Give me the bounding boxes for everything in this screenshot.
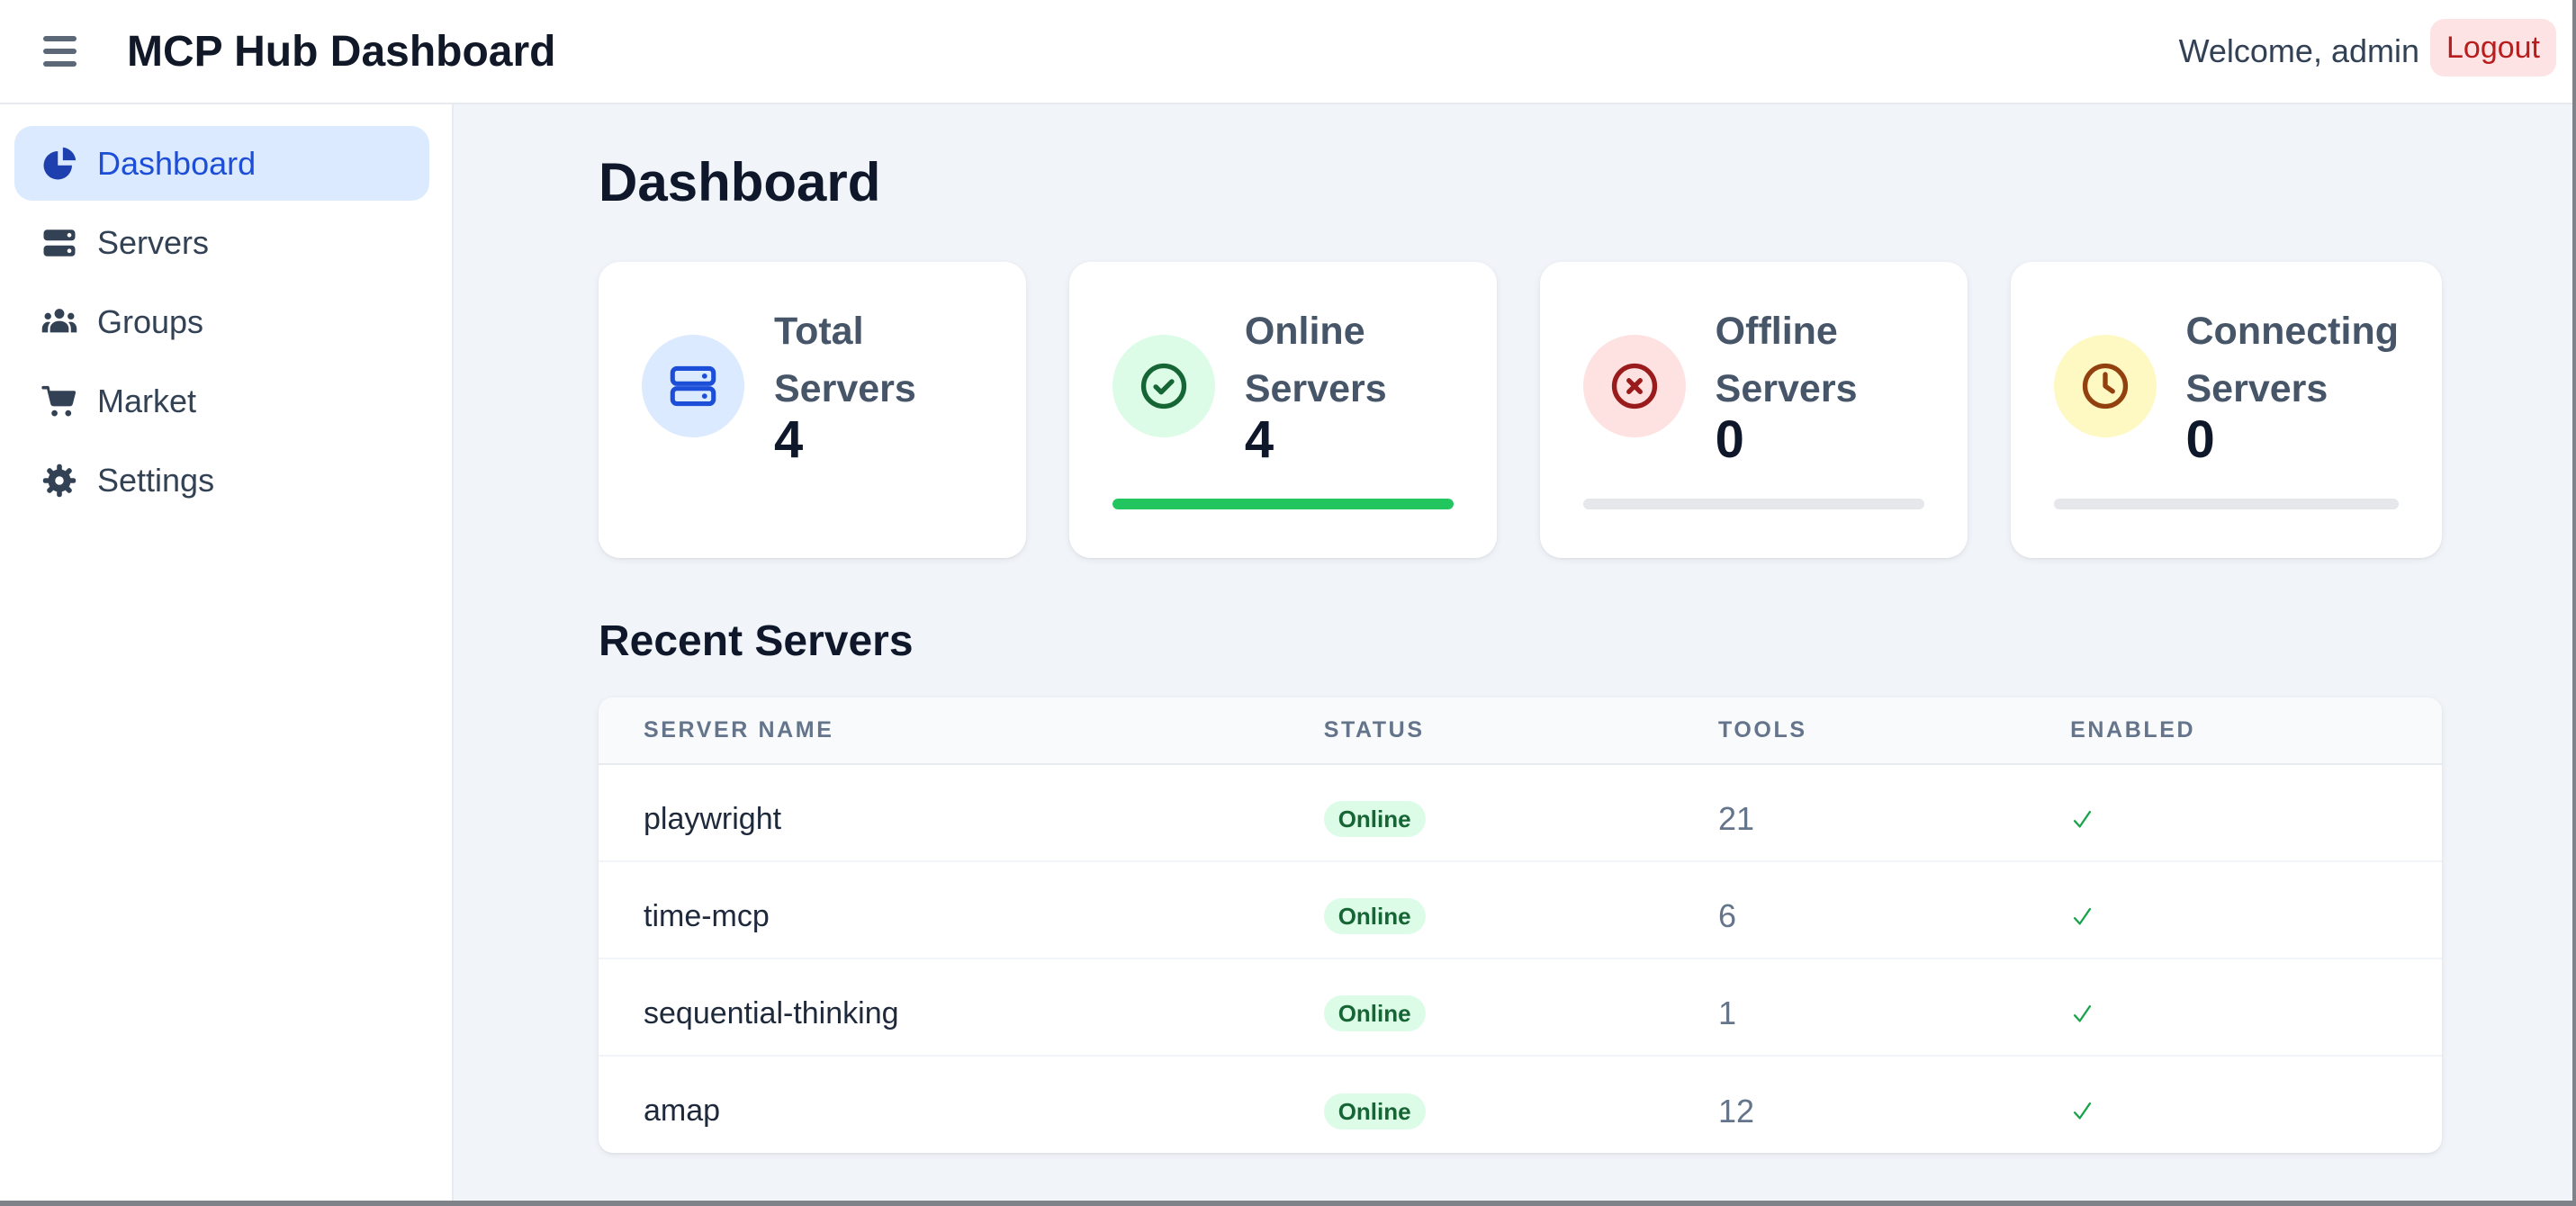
page-title: Dashboard	[599, 152, 881, 212]
stat-label: Offline Servers	[1715, 310, 1858, 410]
column-header-server-name: SERVER NAME	[599, 698, 1279, 765]
sidebar: Dashboard Servers Groups Market Settings	[0, 104, 454, 1206]
table-row[interactable]: amap Online 12	[599, 1055, 2442, 1153]
tools-count-cell: 6	[1717, 897, 1736, 934]
recent-servers-table-card: SERVER NAME STATUS TOOLS ENABLED playwright…	[599, 698, 2442, 1153]
sidebar-item-label: Servers	[97, 223, 210, 261]
stat-progress-track	[1112, 499, 1454, 509]
enabled-check-icon	[2070, 807, 2442, 832]
recent-servers-title: Recent Servers	[599, 617, 914, 665]
main-area: Dashboard Total Servers 4 Online Servers…	[454, 104, 2576, 1206]
stat-card: Offline Servers 0	[1539, 262, 1968, 558]
stat-value: 0	[1715, 410, 1744, 469]
sidebar-item-label: Dashboard	[97, 144, 257, 182]
stat-value: 4	[774, 410, 804, 469]
stat-progress-fill	[1112, 499, 1454, 509]
stat-card: Online Servers 4	[1068, 262, 1497, 558]
stats-grid: Total Servers 4 Online Servers 4 Offline…	[599, 262, 2442, 558]
stat-label: Online Servers	[1244, 310, 1387, 410]
stat-value: 4	[1244, 410, 1274, 469]
stat-value: 0	[2185, 410, 2215, 469]
window-bottom-edge	[0, 1201, 2576, 1206]
table-row[interactable]: sequential-thinking Online 1	[599, 958, 2442, 1056]
logout-button[interactable]: Logout	[2430, 18, 2556, 76]
status-badge: Online	[1323, 1093, 1426, 1130]
app-title: MCP Hub Dashboard	[127, 27, 556, 76]
cart-icon	[40, 383, 79, 419]
circle-check-icon-circle	[1112, 334, 1215, 437]
sidebar-item-dashboard[interactable]: Dashboard	[14, 126, 429, 201]
sidebar-item-label: Groups	[97, 302, 204, 340]
sidebar-item-settings[interactable]: Settings	[14, 443, 429, 518]
table-header-row: SERVER NAME STATUS TOOLS ENABLED	[599, 698, 2442, 765]
stat-card: Total Servers 4	[599, 262, 1026, 558]
gear-icon	[40, 463, 79, 499]
stat-label: Total Servers	[774, 310, 916, 410]
stat-label: Connecting Servers	[2185, 310, 2399, 410]
stat-card: Connecting Servers 0	[2010, 262, 2442, 558]
recent-servers-table: SERVER NAME STATUS TOOLS ENABLED playwright…	[599, 698, 2442, 1153]
sidebar-item-groups[interactable]: Groups	[14, 284, 429, 359]
column-header-tools: TOOLS	[1672, 698, 2026, 765]
header-right: Welcome, admin Logout	[2178, 18, 2556, 76]
tools-count-cell: 12	[1717, 1092, 1755, 1130]
status-badge: Online	[1323, 801, 1426, 837]
status-badge: Online	[1323, 995, 1426, 1031]
sidebar-item-label: Settings	[97, 461, 215, 499]
server-name-cell: sequential-thinking	[644, 995, 899, 1030]
clock-icon-circle	[2053, 334, 2157, 437]
tools-count-cell: 21	[1717, 800, 1755, 837]
table-row[interactable]: playwright Online 21	[599, 764, 2442, 861]
table-row[interactable]: time-mcp Online 6	[599, 860, 2442, 958]
stat-progress-track	[2053, 499, 2399, 509]
server-icon-circle	[642, 334, 744, 437]
enabled-check-icon	[2070, 1099, 2442, 1123]
menu-icon[interactable]	[43, 36, 77, 67]
server-name-cell: time-mcp	[644, 898, 770, 933]
server-name-cell: amap	[644, 1094, 721, 1128]
pie-chart-icon	[40, 146, 79, 182]
sidebar-item-label: Market	[97, 382, 197, 419]
enabled-check-icon	[2070, 904, 2442, 929]
status-badge: Online	[1323, 898, 1426, 934]
server-icon	[40, 225, 79, 261]
server-name-cell: playwright	[644, 801, 782, 836]
window-right-edge	[2572, 0, 2576, 1206]
welcome-text: Welcome, admin	[2178, 32, 2419, 69]
column-header-enabled: ENABLED	[2025, 698, 2442, 765]
users-icon	[40, 304, 79, 340]
tools-count-cell: 1	[1717, 994, 1736, 1031]
sidebar-item-market[interactable]: Market	[14, 364, 429, 438]
column-header-status: STATUS	[1278, 698, 1673, 765]
enabled-check-icon	[2070, 1002, 2442, 1026]
top-header: MCP Hub Dashboard Welcome, admin Logout	[0, 0, 2576, 104]
sidebar-item-servers[interactable]: Servers	[14, 205, 429, 280]
circle-x-icon-circle	[1582, 334, 1686, 437]
stat-progress-track	[1582, 499, 1924, 509]
